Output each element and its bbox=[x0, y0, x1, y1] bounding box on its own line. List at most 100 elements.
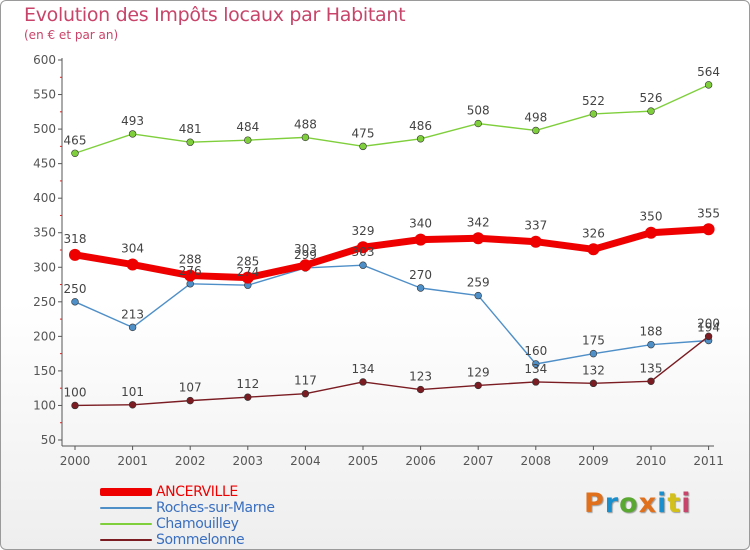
series-line-sommelonne bbox=[74, 335, 710, 407]
data-label: 123 bbox=[409, 370, 432, 384]
data-point bbox=[301, 390, 310, 398]
x-tick-label: 2011 bbox=[693, 454, 724, 468]
data-point bbox=[532, 126, 540, 135]
data-point bbox=[357, 241, 369, 254]
y-tick-label: 550 bbox=[33, 88, 56, 102]
data-label: 200 bbox=[697, 316, 720, 330]
legend-swatch bbox=[100, 523, 152, 525]
data-label: 285 bbox=[236, 255, 259, 269]
data-label: 342 bbox=[467, 215, 490, 229]
legend-label: Sommelonne bbox=[156, 532, 245, 548]
data-point bbox=[71, 298, 79, 306]
legend-label: ANCERVILLE bbox=[156, 484, 238, 500]
data-label: 299 bbox=[294, 248, 317, 262]
data-point bbox=[587, 243, 600, 256]
data-label: 188 bbox=[640, 325, 663, 339]
legend-swatch bbox=[100, 507, 152, 509]
chart-title: Evolution des Impôts locaux par Habitant bbox=[24, 4, 406, 26]
data-point bbox=[126, 258, 139, 271]
data-point bbox=[241, 271, 254, 284]
chart-subtitle: (en € et par an) bbox=[24, 28, 119, 42]
data-label: 100 bbox=[64, 385, 87, 399]
data-label: 112 bbox=[236, 377, 259, 391]
data-label: 326 bbox=[582, 226, 605, 240]
data-point bbox=[414, 233, 427, 246]
proxiti-logo: Proxiti bbox=[584, 488, 692, 519]
data-label: 564 bbox=[697, 65, 720, 79]
legend-swatch bbox=[100, 488, 152, 496]
data-point bbox=[647, 107, 655, 115]
data-label: 250 bbox=[64, 282, 87, 296]
data-point bbox=[301, 133, 310, 142]
x-tick-label: 2009 bbox=[578, 454, 609, 468]
data-point bbox=[529, 235, 542, 248]
data-point bbox=[532, 378, 540, 386]
data-point bbox=[186, 396, 194, 405]
data-point bbox=[589, 379, 598, 388]
data-label: 107 bbox=[179, 381, 202, 395]
data-label: 134 bbox=[524, 362, 547, 376]
data-point bbox=[647, 377, 655, 385]
y-tick-label: 350 bbox=[33, 226, 56, 240]
data-label: 303 bbox=[294, 242, 317, 256]
data-point bbox=[186, 138, 194, 146]
data-point bbox=[704, 81, 713, 89]
data-label: 484 bbox=[236, 120, 259, 134]
x-tick-label: 2003 bbox=[233, 454, 264, 468]
x-tick-label: 2008 bbox=[521, 454, 552, 468]
data-point bbox=[702, 223, 715, 236]
x-tick-label: 2006 bbox=[405, 454, 436, 468]
data-point bbox=[359, 378, 367, 386]
y-tick-label: 500 bbox=[33, 122, 56, 136]
series-line-chamouilley bbox=[74, 84, 710, 154]
data-point bbox=[128, 130, 137, 138]
data-label: 488 bbox=[294, 117, 317, 131]
data-label: 304 bbox=[121, 242, 144, 256]
data-label: 355 bbox=[697, 206, 720, 220]
data-label: 318 bbox=[64, 232, 87, 246]
data-point bbox=[244, 393, 252, 401]
data-point bbox=[416, 284, 425, 292]
y-tick-label: 400 bbox=[33, 191, 56, 205]
data-label: 329 bbox=[352, 224, 375, 238]
legend-label: Roches-sur-Marne bbox=[156, 500, 275, 516]
data-point bbox=[474, 381, 482, 390]
data-point bbox=[299, 259, 312, 272]
data-label: 259 bbox=[467, 276, 490, 290]
data-label: 475 bbox=[352, 126, 375, 140]
y-tick-label: 150 bbox=[33, 364, 56, 378]
data-point bbox=[474, 291, 482, 300]
y-tick-label: 450 bbox=[33, 157, 56, 171]
data-point bbox=[532, 360, 540, 368]
data-point bbox=[128, 401, 137, 409]
data-label: 134 bbox=[352, 362, 375, 376]
data-point bbox=[359, 261, 367, 269]
data-label: 526 bbox=[640, 91, 663, 105]
x-tick-label: 2010 bbox=[636, 454, 667, 468]
data-point bbox=[472, 232, 485, 245]
y-tick-label: 600 bbox=[33, 53, 56, 67]
x-tick-label: 2007 bbox=[463, 454, 494, 468]
y-tick-label: 200 bbox=[33, 329, 56, 343]
data-label: 101 bbox=[121, 385, 144, 399]
x-tick-label: 2002 bbox=[175, 454, 206, 468]
x-tick-label: 2004 bbox=[290, 454, 321, 468]
x-tick-label: 2000 bbox=[60, 454, 91, 468]
data-label: 522 bbox=[582, 94, 605, 108]
x-tick-label: 2001 bbox=[117, 454, 148, 468]
data-label: 303 bbox=[352, 245, 375, 259]
data-label: 337 bbox=[524, 219, 547, 233]
data-label: 350 bbox=[640, 210, 663, 224]
data-label: 160 bbox=[524, 344, 547, 358]
data-point bbox=[589, 349, 598, 358]
data-point bbox=[244, 136, 252, 144]
data-label: 270 bbox=[409, 268, 432, 282]
y-tick-label: 50 bbox=[41, 433, 56, 447]
data-label: 481 bbox=[179, 122, 202, 136]
data-label: 340 bbox=[409, 217, 432, 231]
data-label: 274 bbox=[236, 265, 259, 279]
data-label: 117 bbox=[294, 374, 317, 388]
y-tick-label: 300 bbox=[33, 260, 56, 274]
